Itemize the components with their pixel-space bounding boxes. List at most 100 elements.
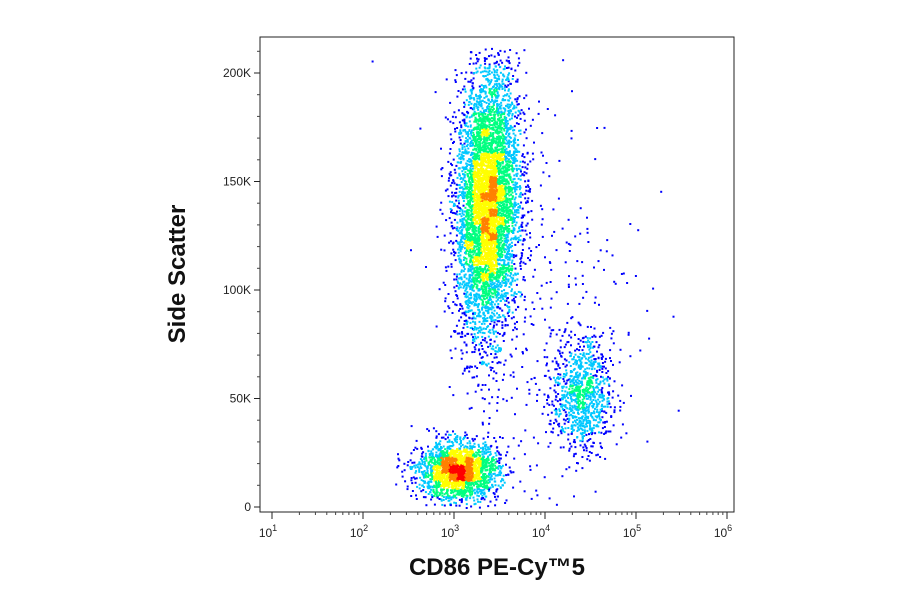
event-dot bbox=[501, 233, 504, 236]
event-dot bbox=[498, 249, 501, 251]
event-dot bbox=[461, 146, 464, 149]
event-dot bbox=[470, 333, 473, 336]
event-dot bbox=[462, 237, 464, 240]
event-dot bbox=[481, 186, 484, 189]
event-dot bbox=[463, 275, 466, 277]
event-dot bbox=[508, 308, 511, 311]
event-dot bbox=[461, 220, 464, 223]
event-dot bbox=[475, 237, 478, 240]
event-dot bbox=[493, 324, 495, 327]
event-dot bbox=[479, 110, 482, 113]
event-dot bbox=[501, 218, 504, 221]
event-dot bbox=[475, 222, 478, 225]
event-dot bbox=[456, 229, 458, 232]
event-dot bbox=[488, 123, 491, 126]
event-dot bbox=[467, 236, 469, 239]
event-dot bbox=[466, 140, 469, 143]
event-dot bbox=[486, 161, 489, 164]
event-dot bbox=[495, 207, 498, 210]
event-dot bbox=[481, 99, 484, 102]
event-dot bbox=[482, 191, 485, 194]
event-dot bbox=[504, 267, 506, 269]
event-dot bbox=[488, 374, 490, 377]
event-dot bbox=[491, 295, 494, 298]
event-dot bbox=[513, 300, 516, 302]
event-dot bbox=[497, 235, 500, 238]
event-dot bbox=[488, 268, 491, 270]
event-dot bbox=[458, 260, 461, 263]
event-dot bbox=[453, 203, 456, 206]
event-dot bbox=[459, 129, 462, 132]
event-dot bbox=[480, 213, 483, 216]
event-dot bbox=[475, 254, 478, 257]
event-dot bbox=[495, 82, 498, 85]
event-dot bbox=[459, 308, 462, 310]
event-dot bbox=[489, 108, 492, 111]
event-dot bbox=[517, 305, 519, 308]
event-dot bbox=[465, 296, 468, 299]
event-dot bbox=[501, 321, 504, 324]
event-dot bbox=[449, 349, 452, 352]
event-dot bbox=[490, 266, 493, 269]
event-dot bbox=[499, 176, 502, 179]
event-dot bbox=[486, 138, 488, 140]
event-dot bbox=[527, 211, 530, 214]
event-dot bbox=[513, 218, 515, 221]
event-dot bbox=[460, 278, 463, 281]
event-dot bbox=[499, 211, 502, 214]
event-dot bbox=[483, 290, 486, 293]
event-dot bbox=[458, 190, 461, 193]
event-dot bbox=[475, 147, 478, 150]
event-dot bbox=[507, 99, 510, 102]
event-dot bbox=[469, 132, 472, 135]
event-dot bbox=[475, 143, 477, 146]
event-dot bbox=[460, 231, 463, 234]
event-dot bbox=[470, 184, 473, 187]
event-dot bbox=[464, 130, 467, 133]
event-dot bbox=[498, 140, 501, 143]
event-dot bbox=[476, 164, 479, 167]
event-dot bbox=[505, 59, 508, 62]
event-dot bbox=[458, 184, 461, 186]
event-dot bbox=[511, 126, 514, 129]
event-dot bbox=[497, 229, 500, 232]
event-dot bbox=[454, 79, 457, 82]
event-dot bbox=[477, 196, 480, 199]
event-dot bbox=[478, 164, 481, 167]
event-dot bbox=[520, 170, 522, 173]
event-dot bbox=[497, 202, 500, 205]
event-dot bbox=[506, 312, 509, 315]
event-dot bbox=[476, 213, 479, 216]
event-dot bbox=[493, 200, 496, 203]
event-dot bbox=[498, 181, 501, 184]
event-dot bbox=[483, 134, 486, 137]
event-dot bbox=[506, 227, 508, 229]
event-dot bbox=[512, 132, 515, 135]
event-dot bbox=[465, 242, 468, 245]
event-dot bbox=[481, 356, 484, 359]
event-dot bbox=[495, 290, 498, 293]
event-dot bbox=[491, 203, 494, 206]
event-dot bbox=[449, 148, 452, 150]
event-dot bbox=[509, 205, 512, 208]
event-dot bbox=[486, 231, 489, 234]
event-dot bbox=[484, 156, 487, 159]
event-dot bbox=[482, 295, 485, 297]
event-dot bbox=[487, 107, 490, 110]
event-dot bbox=[507, 60, 510, 63]
event-dot bbox=[509, 208, 511, 211]
event-dot bbox=[490, 264, 492, 267]
event-dot bbox=[483, 361, 486, 364]
event-dot bbox=[504, 169, 507, 172]
event-dot bbox=[438, 288, 441, 291]
event-dot bbox=[477, 314, 480, 317]
event-dot bbox=[516, 97, 519, 100]
event-dot bbox=[514, 98, 517, 101]
event-dot bbox=[506, 105, 509, 108]
event-dot bbox=[476, 122, 479, 125]
event-dot bbox=[510, 164, 513, 167]
event-dot bbox=[465, 288, 468, 291]
event-dot bbox=[508, 258, 511, 261]
event-dot bbox=[511, 267, 514, 270]
event-dot bbox=[479, 331, 482, 334]
